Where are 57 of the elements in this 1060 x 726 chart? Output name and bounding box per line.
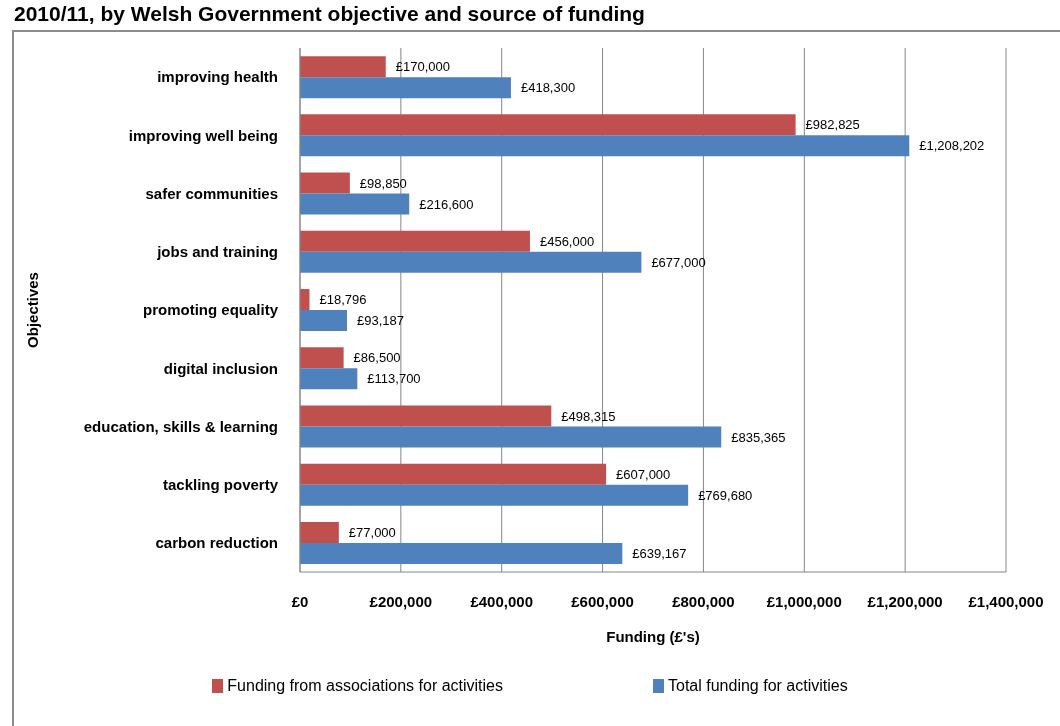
x-tick-label: £1,000,000 — [766, 592, 842, 610]
x-tick-label: £0 — [291, 592, 309, 610]
bar — [300, 135, 910, 157]
y-tick-label: safer communities — [145, 184, 278, 202]
y-tick-label: education, skills & learning — [83, 417, 278, 435]
bar — [300, 521, 339, 543]
x-axis-title: Funding (£'s) — [606, 628, 700, 645]
y-tick-label: improving well being — [128, 126, 278, 144]
bar — [300, 542, 623, 564]
y-tick-label: promoting equality — [143, 301, 279, 319]
data-label: £216,600 — [419, 196, 474, 212]
data-label: £77,000 — [348, 525, 396, 541]
data-label: £982,825 — [805, 117, 860, 133]
data-label: £1,208,202 — [919, 138, 985, 154]
data-label: £677,000 — [651, 254, 706, 270]
data-label: £93,187 — [356, 313, 404, 329]
bar — [300, 172, 350, 194]
data-label: £86,500 — [353, 350, 401, 366]
bar — [300, 77, 511, 99]
data-label: £18,796 — [319, 292, 367, 308]
x-tick-label: £600,000 — [571, 592, 634, 610]
bar — [300, 251, 642, 273]
data-label: £607,000 — [616, 466, 671, 482]
legend-label: Funding from associations for activities — [227, 677, 503, 695]
x-tick-label: £200,000 — [369, 592, 433, 610]
data-label: £639,167 — [632, 546, 687, 562]
data-label: £835,365 — [731, 429, 786, 445]
bar — [300, 484, 689, 506]
bar — [300, 368, 358, 390]
bar — [300, 463, 607, 485]
x-tick-label: £1,200,000 — [867, 592, 943, 610]
bar — [300, 347, 344, 369]
data-label: £498,315 — [561, 408, 616, 424]
bar — [300, 230, 530, 252]
data-label: £113,700 — [367, 371, 421, 387]
bar — [300, 426, 722, 448]
bar — [300, 193, 410, 215]
chart-title: 2010/11, by Welsh Government objective and source of funding — [14, 2, 645, 26]
x-tick-label: £800,000 — [672, 592, 735, 610]
y-axis-title: Objectives — [24, 272, 42, 348]
data-label: £769,680 — [698, 487, 753, 503]
bar — [300, 114, 796, 136]
legend-label: Total funding for activities — [668, 677, 848, 695]
x-tick-label: £400,000 — [470, 592, 533, 610]
y-tick-label: carbon reduction — [155, 534, 278, 552]
bar — [300, 56, 386, 78]
y-tick-label: digital inclusion — [163, 359, 278, 377]
bar — [300, 405, 552, 427]
data-label: £98,850 — [359, 175, 407, 191]
x-tick-label: £1,400,000 — [968, 592, 1044, 610]
y-tick-label: improving health — [157, 68, 278, 86]
y-tick-label: tackling poverty — [162, 475, 279, 493]
y-tick-label: jobs and training — [156, 243, 278, 261]
data-label: £170,000 — [395, 59, 450, 75]
data-label: £456,000 — [539, 233, 595, 249]
data-label: £418,300 — [520, 80, 576, 96]
bar — [300, 310, 347, 332]
